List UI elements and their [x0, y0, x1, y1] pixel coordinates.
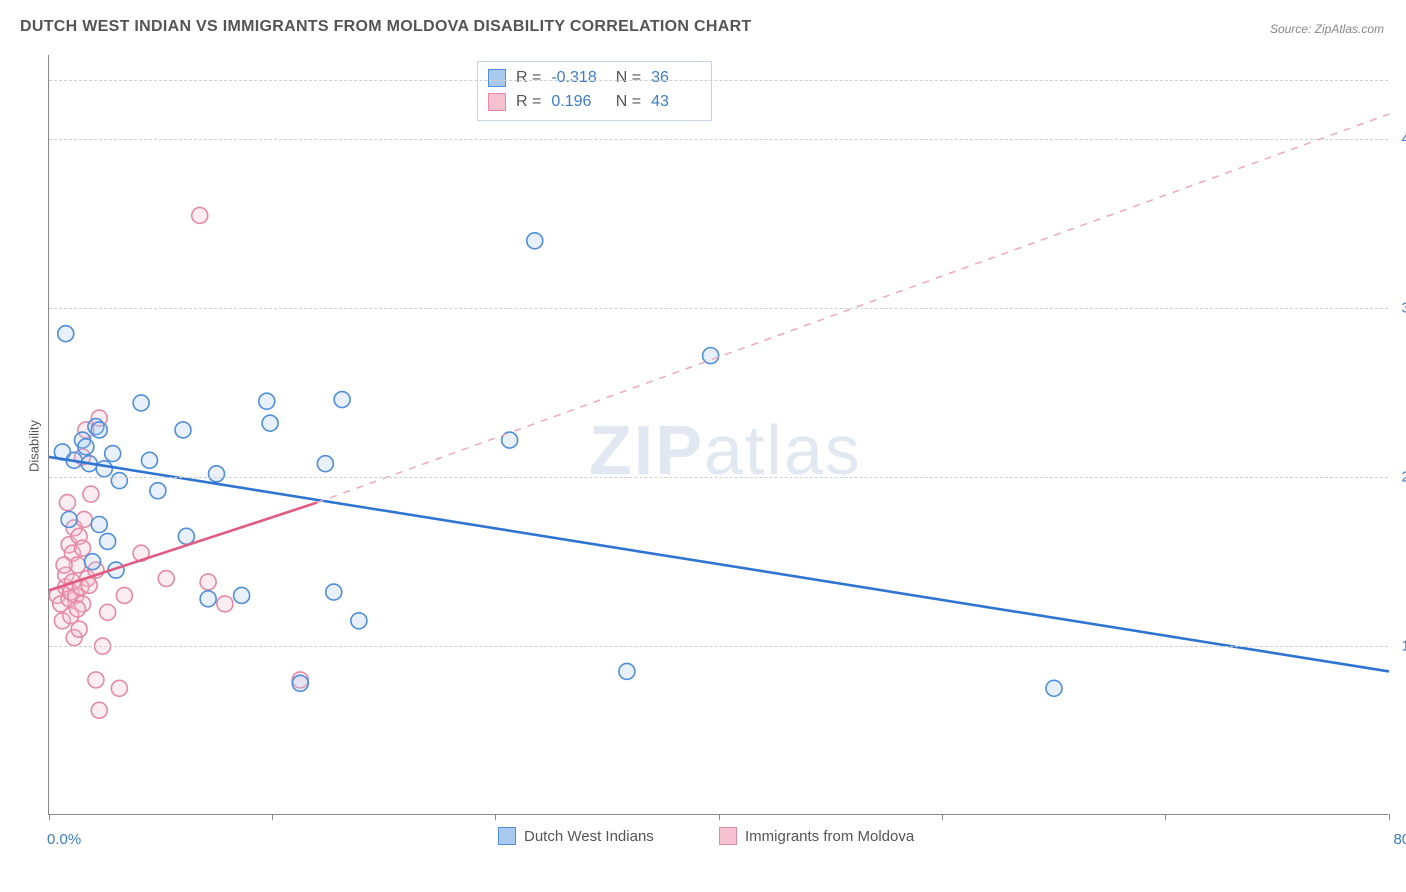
legend-swatch [719, 827, 737, 845]
data-point [91, 517, 107, 533]
legend-label: Immigrants from Moldova [745, 828, 914, 845]
x-tick [495, 814, 496, 820]
data-point [88, 672, 104, 688]
chart-svg [49, 55, 1388, 814]
data-point [262, 415, 278, 431]
data-point [100, 533, 116, 549]
data-point [61, 511, 77, 527]
data-point [527, 233, 543, 249]
data-point [76, 511, 92, 527]
data-point [619, 663, 635, 679]
bottom-legend-item: Dutch West Indians [498, 827, 654, 845]
data-point [178, 528, 194, 544]
data-point [326, 584, 342, 600]
legend-swatch [488, 93, 506, 111]
y-tick-label: 30.0% [1401, 300, 1406, 317]
data-point [200, 574, 216, 590]
data-point [111, 680, 127, 696]
stat-n-value: 36 [651, 66, 701, 90]
data-point [69, 601, 85, 617]
data-point [100, 604, 116, 620]
stat-r-value: -0.318 [551, 66, 601, 90]
stat-n-label: N = [611, 66, 641, 90]
trend-line [49, 457, 1389, 671]
stats-legend-box: R = -0.318 N = 36 R = 0.196 N = 43 [477, 61, 712, 121]
data-point [200, 591, 216, 607]
x-tick [1389, 814, 1390, 820]
gridline-h [49, 477, 1388, 478]
gridline-h [49, 139, 1388, 140]
x-tick [719, 814, 720, 820]
stat-r-label: R = [516, 66, 541, 90]
data-point [105, 446, 121, 462]
data-point [234, 587, 250, 603]
y-tick-label: 40.0% [1401, 131, 1406, 148]
legend-label: Dutch West Indians [524, 828, 654, 845]
stat-n-value: 43 [651, 90, 701, 114]
stat-n-label: N = [611, 90, 641, 114]
x-tick [942, 814, 943, 820]
data-point [83, 486, 99, 502]
x-tick [49, 814, 50, 820]
gridline-h [49, 308, 1388, 309]
data-point [78, 439, 94, 455]
data-point [59, 495, 75, 511]
chart-container: DUTCH WEST INDIAN VS IMMIGRANTS FROM MOL… [0, 0, 1406, 892]
x-tick [272, 814, 273, 820]
x-tick [1165, 814, 1166, 820]
data-point [334, 392, 350, 408]
data-point [91, 702, 107, 718]
x-tick-label-left: 0.0% [47, 831, 81, 848]
data-point [175, 422, 191, 438]
data-point [58, 326, 74, 342]
data-point [91, 422, 107, 438]
data-point [75, 540, 91, 556]
data-point [351, 613, 367, 629]
legend-swatch [498, 827, 516, 845]
data-point [209, 466, 225, 482]
y-axis-label: Disability [27, 420, 42, 472]
plot-area: ZIPatlas R =-0.318 N =36R =0.196 N =43 1… [48, 55, 1388, 815]
data-point [158, 571, 174, 587]
data-point [150, 483, 166, 499]
y-tick-label: 20.0% [1401, 469, 1406, 486]
legend-swatch [488, 69, 506, 87]
data-point [259, 393, 275, 409]
data-point [217, 596, 233, 612]
stat-r-value: 0.196 [551, 90, 601, 114]
bottom-legend-item: Immigrants from Moldova [719, 827, 914, 845]
data-point [192, 207, 208, 223]
stat-r-label: R = [516, 90, 541, 114]
gridline-h [49, 80, 1388, 81]
x-tick-label-right: 80.0% [1393, 831, 1406, 848]
data-point [292, 675, 308, 691]
data-point [56, 557, 72, 573]
data-point [142, 452, 158, 468]
data-point [96, 461, 112, 477]
data-point [133, 395, 149, 411]
data-point [1046, 680, 1062, 696]
gridline-h [49, 646, 1388, 647]
data-point [116, 587, 132, 603]
y-tick-label: 10.0% [1401, 638, 1406, 655]
source-attribution: Source: ZipAtlas.com [1270, 22, 1384, 36]
stats-row: R = 0.196 N = 43 [488, 90, 701, 114]
stats-row: R = -0.318 N = 36 [488, 66, 701, 90]
data-point [85, 554, 101, 570]
data-point [317, 456, 333, 472]
chart-title: DUTCH WEST INDIAN VS IMMIGRANTS FROM MOL… [20, 18, 752, 36]
data-point [111, 473, 127, 489]
